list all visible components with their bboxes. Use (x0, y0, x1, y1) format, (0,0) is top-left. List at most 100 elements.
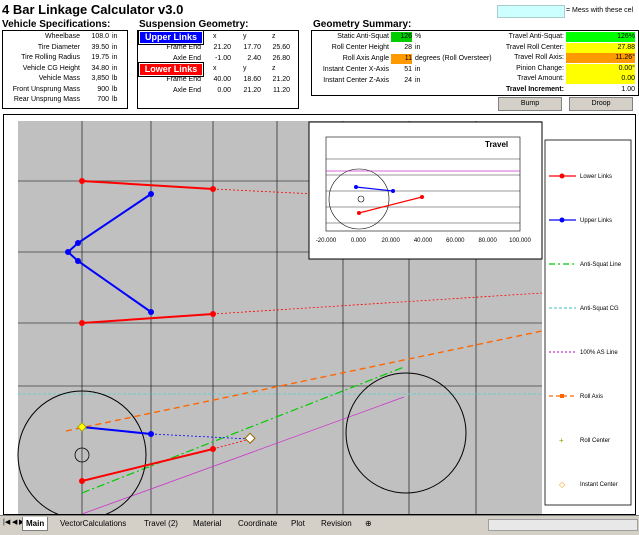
horizontal-scrollbar[interactable] (488, 519, 638, 531)
travel-label: Travel Roll Axis: (514, 54, 564, 61)
roll-center-marker (77, 422, 87, 432)
travel-label: Travel Amount: (517, 75, 564, 82)
geometry-summary-header: Geometry Summary: (313, 19, 412, 30)
vehicle-spec-unit: lb (112, 96, 118, 103)
lower-link-x-value[interactable]: 40.00 (205, 75, 231, 85)
lower-link-y-value[interactable]: 21.20 (235, 85, 261, 96)
upper-link-x-value[interactable]: -1.00 (205, 53, 231, 64)
vehicle-spec-value[interactable]: 108.0 (82, 32, 109, 42)
vehicle-spec-value[interactable]: 39.50 (82, 42, 109, 53)
vehicle-spec-unit: lb (112, 75, 118, 82)
sheet-tab-main[interactable]: Main (22, 517, 49, 531)
summary-label: Static Anti-Squat (337, 33, 389, 40)
inset-x-tick: 0.000 (351, 238, 367, 244)
vehicle-spec-unit: lb (112, 85, 118, 93)
vehicle-spec-row: Rear Unsprung Mass 700 lb (2, 95, 126, 105)
travel-value: 27.88 (566, 42, 635, 53)
sheet-tab-revision[interactable]: Revision (321, 519, 352, 528)
linkage-plot: Lower Links Upper Links Anti-Squat Line Ant… (17, 121, 632, 520)
svg-text:◇: ◇ (559, 480, 566, 489)
droop-button[interactable]: Droop (569, 97, 633, 111)
coord-col-header: z (272, 33, 276, 40)
lower-link-y-value[interactable]: 18.60 (235, 75, 261, 85)
legend-panel (544, 139, 632, 506)
sheet-tab-plot[interactable]: Plot (291, 519, 305, 528)
vehicle-spec-row: Wheelbase 108.0 in (2, 32, 126, 42)
front-wheel (345, 372, 467, 494)
summary-value: 28 (391, 43, 412, 53)
travel-value: 0.00° (566, 63, 635, 74)
summary-unit: degrees (Roll Oversteer) (415, 55, 492, 62)
inset-x-tick: -20.000 (316, 238, 337, 244)
legend-entry: Anti-Squat Line (580, 262, 622, 268)
summary-unit: in (415, 66, 421, 73)
summary-label: Roll Center Height (331, 44, 389, 51)
upper-link-row-label: Axle End (172, 54, 201, 62)
vehicle-spec-value[interactable]: 3,850 (82, 74, 109, 84)
upper-link-side-extension (150, 433, 251, 440)
next-sheet-icon[interactable]: ▶ (19, 518, 24, 526)
roll-axis-line (65, 330, 543, 432)
sheet-tab-vectorcalculations[interactable]: VectorCalculations (60, 519, 127, 528)
lower-link-row-label: Frame End (166, 76, 201, 83)
summary-unit: in (415, 77, 421, 84)
inset-x-tick: 60.000 (446, 238, 465, 244)
app-title: 4 Bar Linkage Calculator v3.0 (2, 2, 184, 17)
lower-link-bottom-extension (212, 292, 543, 315)
summary-unit: % (415, 33, 422, 40)
coord-col-header: y (243, 33, 247, 40)
editable-cell-note: = Mess with these cel (566, 7, 634, 14)
sheet-tab-coordinate[interactable]: Coordinate (238, 519, 278, 528)
vehicle-spec-label: Rear Unsprung Mass (13, 96, 80, 103)
prev-sheet-icon[interactable]: ◀ (12, 519, 18, 526)
upper-link-y-value[interactable]: 2.40 (235, 53, 261, 64)
summary-value: 51 (391, 65, 412, 75)
instant-center-marker (244, 432, 256, 444)
vehicle-spec-label: Wheelbase (44, 33, 80, 40)
lower-link-z-value[interactable]: 11.20 (264, 85, 290, 96)
travel-value: 1.00 (566, 84, 635, 95)
lower-link-z-value[interactable]: 21.20 (264, 75, 290, 85)
lower-link-x-value[interactable]: 0.00 (205, 85, 231, 96)
suspension-geometry-header: Suspension Geometry: (139, 19, 249, 30)
vehicle-specs-header: Vehicle Specifications: (2, 19, 111, 30)
inset-title: Travel (485, 140, 508, 149)
travel-label: Pinion Change: (516, 64, 564, 72)
vehicle-spec-value[interactable]: 19.75 (82, 53, 109, 63)
lower-link-nodes (79, 178, 216, 326)
side-view-nodes (77, 422, 256, 484)
sheet-tab-travel-2[interactable]: Travel (2) (144, 519, 178, 528)
travel-value: 0.00 (566, 74, 635, 84)
vehicle-spec-row: Tire Diameter 39.50 in (2, 42, 126, 53)
legend-entry: Roll Center (580, 438, 610, 444)
vehicle-spec-label: Tire Diameter (37, 43, 80, 51)
vehicle-spec-row: Front Unsprung Mass 900 lb (2, 84, 126, 95)
vehicle-spec-row: Tire Rolling Radius 19.75 in (2, 53, 126, 63)
vehicle-spec-value[interactable]: 34.80 (82, 63, 109, 74)
lower-links-label: Lower Links (138, 62, 204, 77)
vehicle-spec-row: Vehicle CG Height 34.80 in (2, 63, 126, 74)
lower-link-side (81, 448, 214, 482)
legend-entry: Upper Links (580, 218, 612, 224)
lower-link-top (81, 180, 214, 190)
svg-text:+: + (559, 436, 564, 445)
travel-label: Travel Roll Center: (505, 43, 564, 51)
legend-entry: Anti-Squat CG (580, 306, 619, 312)
summary-unit: in (415, 44, 421, 51)
bump-button[interactable]: Bump (498, 97, 562, 111)
first-sheet-icon[interactable]: |◀ (3, 519, 11, 526)
sheet-tab-material[interactable]: Material (193, 519, 222, 528)
travel-inset-chart: Travel -20.000 0.000 20.000 40.000 60.000 80.… (308, 121, 543, 260)
upper-link-z-value[interactable]: 25.60 (264, 43, 290, 53)
vehicle-spec-label: Tire Rolling Radius (21, 54, 80, 61)
insert-sheet-icon[interactable]: ⊕ (365, 519, 372, 528)
upper-link-y-value[interactable]: 17.70 (235, 43, 261, 53)
upper-link-z-value[interactable]: 26.80 (264, 53, 290, 64)
upper-link-row-label: Frame End (166, 44, 201, 51)
legend-entry: 100% AS Line (580, 350, 618, 356)
summary-value: 126 (391, 32, 412, 42)
vehicle-spec-value[interactable]: 700 (82, 95, 109, 105)
coord-col-header: y (243, 65, 247, 72)
vehicle-spec-value[interactable]: 900 (82, 84, 109, 95)
upper-link-x-value[interactable]: 21.20 (205, 43, 231, 53)
